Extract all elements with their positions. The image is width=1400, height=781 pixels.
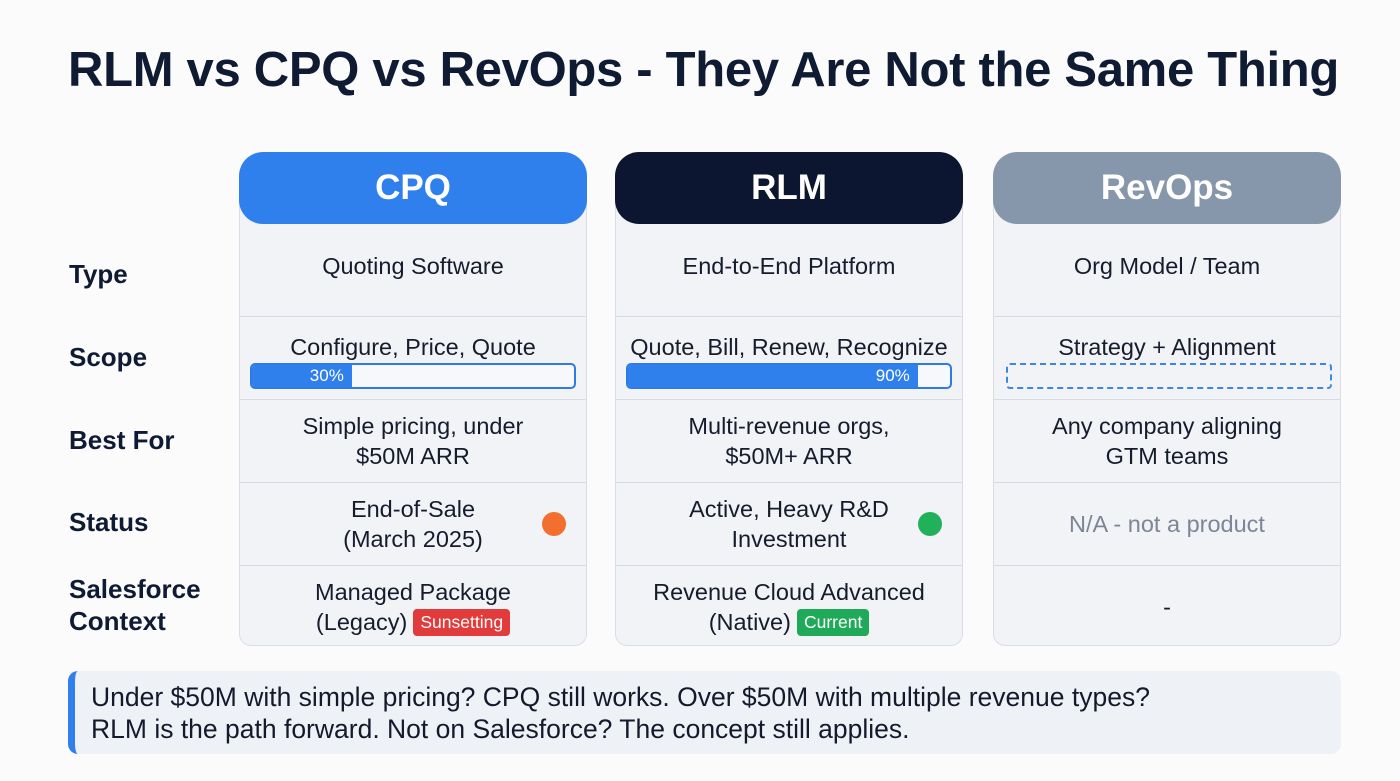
cpq-scope-cell: Configure, Price, Quote 30% [240, 316, 586, 399]
column-cpq: Quoting Software Configure, Price, Quote… [239, 152, 587, 646]
revops-best-for-line2: GTM teams [1105, 443, 1229, 469]
column-revops-body: Org Model / Team Strategy + Alignment An… [993, 188, 1341, 646]
rlm-scope-progress-fill: 90% [628, 365, 918, 387]
revops-status: N/A - not a product [1069, 511, 1265, 537]
rlm-scope-progress-bar: 90% [626, 363, 952, 389]
cpq-header: CPQ [239, 152, 587, 224]
cpq-context-line1: Managed Package [315, 578, 511, 605]
status-orange-dot-icon [542, 512, 566, 536]
rlm-best-for-line1: Multi-revenue orgs, [688, 413, 890, 439]
rlm-context-cell: Revenue Cloud Advanced (Native) Current [616, 565, 962, 648]
rlm-best-for-line2: $50M+ ARR [725, 443, 853, 469]
row-label-best-for: Best For [69, 425, 175, 455]
cpq-type-cell: Quoting Software [240, 225, 586, 307]
rlm-status-line1: Active, Heavy R&D [689, 496, 889, 522]
row-label-type: Type [69, 259, 128, 289]
cpq-best-for-line1: Simple pricing, under [302, 413, 524, 439]
current-badge: Current [796, 609, 870, 637]
row-label-context-line2: Context [69, 606, 166, 636]
sunsetting-badge: Sunsetting [413, 609, 511, 637]
summary-callout: Under $50M with simple pricing? CPQ stil… [68, 671, 1341, 754]
rlm-type-cell: End-to-End Platform [616, 225, 962, 307]
revops-status-cell: N/A - not a product [994, 482, 1340, 565]
cpq-context-line2: (Legacy) [315, 608, 408, 635]
revops-header: RevOps [993, 152, 1341, 224]
row-label-scope: Scope [69, 342, 148, 372]
cpq-best-for-cell: Simple pricing, under $50M ARR [240, 399, 586, 482]
cpq-status-cell: End-of-Sale (March 2025) [240, 482, 586, 565]
page-title: RLM vs CPQ vs RevOps - They Are Not the … [68, 43, 1340, 97]
revops-type-cell: Org Model / Team [994, 225, 1340, 307]
rlm-scope-percent: 90% [875, 366, 910, 385]
revops-best-for-line1: Any company aligning [1052, 413, 1282, 439]
revops-context: - [1163, 594, 1171, 620]
rlm-best-for-cell: Multi-revenue orgs, $50M+ ARR [616, 399, 962, 482]
row-label-context-line1: Salesforce [69, 574, 201, 604]
cpq-best-for-line2: $50M ARR [356, 443, 470, 469]
cpq-status-line1: End-of-Sale [350, 496, 476, 522]
revops-type: Org Model / Team [1073, 253, 1261, 279]
rlm-context-line2-wrap: (Native) Current [709, 607, 870, 637]
cpq-context-line2-wrap: (Legacy) Sunsetting [315, 607, 511, 637]
column-rlm-body: End-to-End Platform Quote, Bill, Renew, … [615, 188, 963, 646]
column-revops: Org Model / Team Strategy + Alignment An… [993, 152, 1341, 646]
row-label-salesforce-context: Salesforce Context [69, 573, 201, 637]
rlm-status-line2: Investment [731, 526, 847, 552]
row-label-status: Status [69, 507, 149, 537]
status-green-dot-icon [918, 512, 942, 536]
summary-line2: RLM is the path forward. Not on Salesfor… [91, 714, 910, 744]
rlm-type: End-to-End Platform [682, 253, 896, 279]
rlm-scope-cell: Quote, Bill, Renew, Recognize 90% [616, 316, 962, 399]
cpq-scope-progress-bar: 30% [250, 363, 576, 389]
summary-line1: Under $50M with simple pricing? CPQ stil… [91, 682, 1150, 712]
cpq-context-cell: Managed Package (Legacy) Sunsetting [240, 565, 586, 648]
rlm-context-line2: (Native) [708, 608, 791, 635]
cpq-status-line2: (March 2025) [343, 526, 483, 552]
column-rlm: End-to-End Platform Quote, Bill, Renew, … [615, 152, 963, 646]
revops-scope-cell: Strategy + Alignment [994, 316, 1340, 399]
column-cpq-body: Quoting Software Configure, Price, Quote… [239, 188, 587, 646]
revops-best-for-cell: Any company aligning GTM teams [994, 399, 1340, 482]
revops-context-cell: - [994, 565, 1340, 648]
cpq-scope: Configure, Price, Quote [290, 334, 536, 360]
rlm-scope: Quote, Bill, Renew, Recognize [630, 334, 948, 360]
revops-scope: Strategy + Alignment [1058, 334, 1276, 360]
cpq-scope-progress-fill: 30% [252, 365, 352, 387]
revops-scope-dashed-bar [1006, 363, 1332, 389]
cpq-type: Quoting Software [322, 253, 504, 279]
rlm-status-cell: Active, Heavy R&D Investment [616, 482, 962, 565]
rlm-header: RLM [615, 152, 963, 224]
rlm-context-line1: Revenue Cloud Advanced [653, 578, 925, 605]
cpq-scope-percent: 30% [309, 366, 344, 385]
